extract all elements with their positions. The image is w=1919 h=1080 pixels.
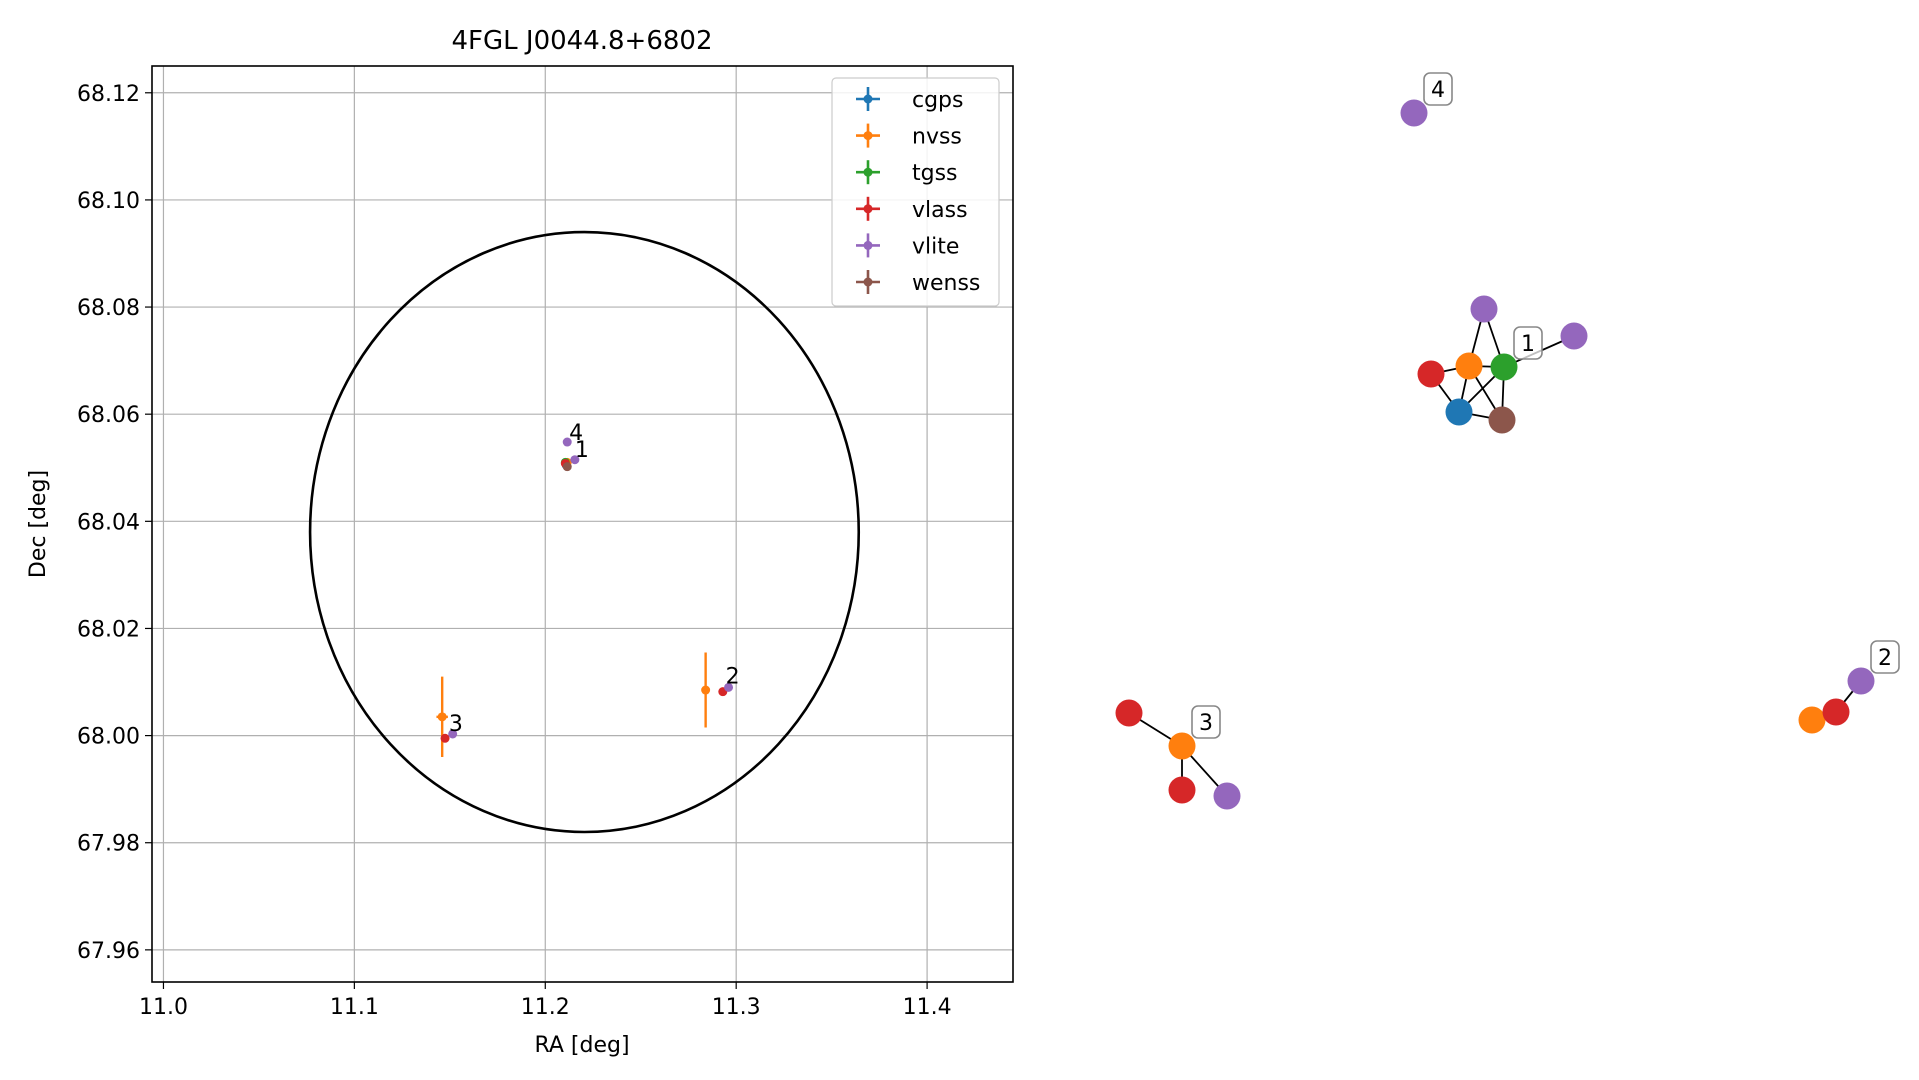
network-label: 3 xyxy=(1199,711,1213,736)
network-label-box xyxy=(1423,72,1453,106)
network-label-box xyxy=(1870,640,1900,674)
x-axis-label: RA [deg] xyxy=(534,1033,629,1058)
legend-label-vlass: vlass xyxy=(912,198,968,223)
network-nodes xyxy=(1115,99,1875,810)
y-tick-label: 68.08 xyxy=(77,296,140,321)
network-node-wenss xyxy=(1488,406,1516,434)
network-node-vlite xyxy=(1847,667,1875,695)
x-tick-label: 11.4 xyxy=(903,995,952,1020)
axes-frame xyxy=(151,65,1014,983)
association-network: 1 4 3 2 xyxy=(1115,72,1900,810)
network-node-vlite xyxy=(1400,99,1428,127)
legend-marker-vlass xyxy=(863,204,873,214)
nvss-point xyxy=(701,685,711,695)
legend-label-vlite: vlite xyxy=(912,234,959,259)
vlite-point xyxy=(570,455,580,465)
grid xyxy=(152,66,1013,982)
y-tick-label: 68.12 xyxy=(77,82,140,107)
network-node-nvss xyxy=(1798,706,1826,734)
network-label: 1 xyxy=(1521,332,1535,357)
y-tick-label: 68.10 xyxy=(77,189,140,214)
legend-label-nvss: nvss xyxy=(912,125,962,150)
network-node-vlass xyxy=(1417,360,1445,388)
y-tick-label: 68.00 xyxy=(77,725,140,750)
legend-label-cgps: cgps xyxy=(912,88,964,113)
network-node-vlite xyxy=(1560,322,1588,350)
legend-marker-cgps xyxy=(863,94,873,104)
error-ellipse xyxy=(308,230,861,834)
network-node-vlite xyxy=(1470,295,1498,323)
nvss-point xyxy=(437,712,447,722)
legend-marker-wenss xyxy=(863,277,873,287)
y-axis-label: Dec [deg] xyxy=(26,470,51,578)
legend-label-wenss: wenss xyxy=(912,271,980,296)
y-tick-label: 68.06 xyxy=(77,403,140,428)
point-annotation: 2 xyxy=(726,665,740,690)
point-annotations: 41 2 3 xyxy=(449,421,740,737)
legend-items: cgps nvss tgss vlass vlite wenss xyxy=(856,87,980,296)
chart-title: 4FGL J0044.8+6802 xyxy=(452,26,713,56)
point-annotation: 3 xyxy=(449,712,463,737)
network-labels: 1 4 3 2 xyxy=(1191,72,1900,739)
legend-marker-nvss xyxy=(863,131,873,141)
data-points xyxy=(436,437,734,758)
x-tick-label: 11.0 xyxy=(139,995,188,1020)
error-ellipse-layer xyxy=(308,230,861,834)
y-tick-label: 67.98 xyxy=(77,832,140,857)
network-label-box xyxy=(1191,705,1221,739)
network-node-cgps xyxy=(1445,398,1473,426)
vlite-point xyxy=(724,682,734,692)
sky-scatter-plot: 41 2 3 11.0 11.1 11.2 11.3 11.4 67.96 67.98 68.00… xyxy=(26,26,1014,1058)
point-annotation: 1 xyxy=(575,438,589,463)
legend-label-tgss: tgss xyxy=(912,161,958,186)
axis-ticks: 11.0 11.1 11.2 11.3 11.4 67.96 67.98 68.00 68.02… xyxy=(77,82,952,1020)
network-node-tgss xyxy=(1490,353,1518,381)
network-label: 2 xyxy=(1878,646,1892,671)
legend: cgps nvss tgss vlass vlite wenss xyxy=(831,77,1000,307)
vlite-point xyxy=(562,437,572,447)
x-tick-label: 11.1 xyxy=(330,995,379,1020)
y-tick-label: 67.96 xyxy=(77,939,140,964)
network-node-nvss xyxy=(1168,732,1196,760)
x-tick-label: 11.2 xyxy=(521,995,570,1020)
vlite-point xyxy=(448,729,458,739)
network-node-nvss xyxy=(1455,352,1483,380)
wenss-point xyxy=(562,462,572,472)
vlass-point xyxy=(440,733,450,743)
network-label: 4 xyxy=(1431,78,1445,103)
x-tick-label: 11.3 xyxy=(712,995,761,1020)
y-tick-label: 68.04 xyxy=(77,510,140,535)
legend-marker-vlite xyxy=(863,240,873,250)
network-node-vlass xyxy=(1822,698,1850,726)
y-tick-label: 68.02 xyxy=(77,617,140,642)
network-node-vlass xyxy=(1115,699,1143,727)
network-label-box xyxy=(1513,326,1543,360)
network-node-vlass xyxy=(1168,776,1196,804)
legend-marker-tgss xyxy=(863,167,873,177)
point-annotation: 4 xyxy=(569,421,583,446)
network-node-vlite xyxy=(1213,782,1241,810)
